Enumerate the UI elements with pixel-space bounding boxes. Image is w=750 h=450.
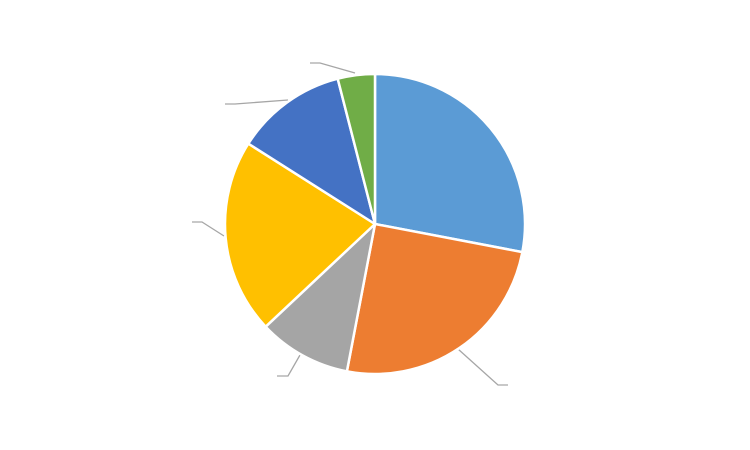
leader-line [310,62,356,74]
pie-slice [373,72,527,254]
pie-slice [247,77,377,226]
leader-line [457,348,508,386]
leader-line [225,99,289,105]
pie-slice [345,222,524,376]
pie-slice [336,72,377,226]
pie-slice [223,142,377,328]
leader-lines [192,62,508,386]
leader-line [192,221,225,237]
pie-slice [264,222,377,373]
leader-line [277,354,301,377]
